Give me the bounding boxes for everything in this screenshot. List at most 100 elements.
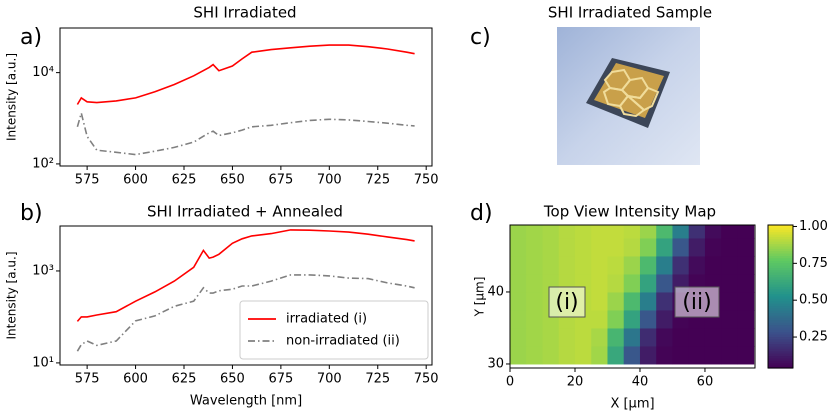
heatmap-cell xyxy=(607,273,625,293)
heatmap-cell xyxy=(656,225,673,239)
plot-frame xyxy=(509,224,756,369)
colorbar-tick-label: 0.25 xyxy=(799,330,828,345)
heatmap-cell xyxy=(591,345,608,365)
y-tick-label: 30 xyxy=(487,356,504,371)
colorbar-step xyxy=(768,239,793,243)
heatmap-cell xyxy=(510,225,527,239)
heatmap-cell xyxy=(542,255,560,275)
colorbar-step xyxy=(768,298,793,302)
colorbar-step xyxy=(768,341,793,345)
colorbar-step xyxy=(768,289,793,293)
colorbar-step xyxy=(768,348,793,352)
heatmap-cell xyxy=(639,237,657,257)
heatmap-cell xyxy=(623,255,641,275)
heatmap-cell xyxy=(656,309,673,329)
x-tick-label: 650 xyxy=(220,173,245,188)
heatmap-cell xyxy=(558,237,576,257)
heatmap-cell xyxy=(639,327,657,347)
colorbar-step xyxy=(768,310,793,314)
x-tick-label: 725 xyxy=(365,372,390,387)
heatmap-cell xyxy=(721,273,738,293)
colorbar-step xyxy=(768,303,793,307)
x-tick-label: 575 xyxy=(75,372,100,387)
heatmap-cell xyxy=(672,345,690,365)
heatmap-cell xyxy=(737,345,755,365)
heatmap-cell xyxy=(672,327,690,347)
chart-title: SHI Irradiated xyxy=(193,4,296,22)
colorbar-step xyxy=(768,241,793,245)
chart-title: Top View Intensity Map xyxy=(543,203,716,221)
colorbar-step xyxy=(768,284,793,288)
x-tick-label: 750 xyxy=(414,372,439,387)
colorbar-step xyxy=(768,265,793,269)
x-tick-label: 625 xyxy=(172,173,197,188)
annotation-box xyxy=(548,286,586,318)
annotation-box xyxy=(674,286,720,318)
heatmap-cell xyxy=(542,345,560,365)
heatmap-cell xyxy=(704,237,722,257)
heatmap-cell xyxy=(656,273,673,293)
heatmap-cell xyxy=(656,237,673,257)
colorbar-step xyxy=(768,317,793,321)
y-axis-label: Intensity [a.u.] xyxy=(5,53,19,141)
heatmap-cell xyxy=(672,225,690,239)
heatmap-cell xyxy=(510,345,527,365)
heatmap-cell xyxy=(526,255,543,275)
colorbar-step xyxy=(768,360,793,364)
heatmap-cell xyxy=(526,291,543,311)
chart-title: SHI Irradiated Sample xyxy=(548,4,712,22)
colorbar-step xyxy=(768,234,793,238)
colorbar-step xyxy=(768,229,793,233)
heatmap-cell xyxy=(558,327,576,347)
annotation: (ii) xyxy=(682,290,711,315)
data-line xyxy=(76,109,415,156)
sample-photo xyxy=(557,27,700,165)
heatmap-cell xyxy=(607,309,625,329)
colorbar-step xyxy=(768,267,793,271)
x-tick-label: 0 xyxy=(506,375,514,390)
heatmap-cell xyxy=(526,273,543,293)
colorbar-step xyxy=(768,320,793,324)
heatmap-cell xyxy=(672,237,690,257)
colorbar-step xyxy=(768,334,793,338)
heatmap-cell xyxy=(558,255,576,275)
heatmap-cell xyxy=(656,345,673,365)
legend-label: irradiated (i) xyxy=(286,312,367,327)
heatmap-cell xyxy=(607,225,625,239)
heatmap-cell xyxy=(591,309,608,329)
colorbar-step xyxy=(768,339,793,343)
colorbar-step xyxy=(768,236,793,240)
colorbar-frame xyxy=(767,224,794,369)
heatmap-cell xyxy=(704,255,722,275)
colorbar-step xyxy=(768,332,793,336)
heatmap-cell xyxy=(737,225,755,239)
panel-label: c) xyxy=(470,25,491,50)
heatmap-cell xyxy=(574,225,592,239)
plot-frame xyxy=(59,225,433,366)
legend: irradiated (i) non-irradiated (ii) xyxy=(239,300,429,360)
heatmap-cell xyxy=(704,327,722,347)
heatmap-cell xyxy=(623,327,641,347)
x-tick-label: 40 xyxy=(632,375,649,390)
y-tick-label: 10² xyxy=(32,156,54,171)
colorbar-step xyxy=(768,325,793,329)
legend-box xyxy=(239,300,429,360)
colorbar-step xyxy=(768,286,793,290)
heatmap-cell xyxy=(639,345,657,365)
heatmap-cell xyxy=(704,345,722,365)
colorbar-step xyxy=(768,363,793,367)
heatmap-cell xyxy=(688,345,706,365)
colorbar-step xyxy=(768,244,793,248)
heatmap-cell xyxy=(656,327,673,347)
heatmap-cell xyxy=(607,327,625,347)
heatmap-cell xyxy=(623,273,641,293)
data-line xyxy=(76,44,415,105)
y-tick-label: 40 xyxy=(487,284,504,299)
x-tick-label: 675 xyxy=(268,173,293,188)
colorbar-step xyxy=(768,351,793,355)
colorbar-step xyxy=(768,296,793,300)
colorbar-step xyxy=(768,277,793,281)
heatmap-cell xyxy=(688,225,706,239)
colorbar-step xyxy=(768,248,793,252)
heatmap-cell xyxy=(574,255,592,275)
